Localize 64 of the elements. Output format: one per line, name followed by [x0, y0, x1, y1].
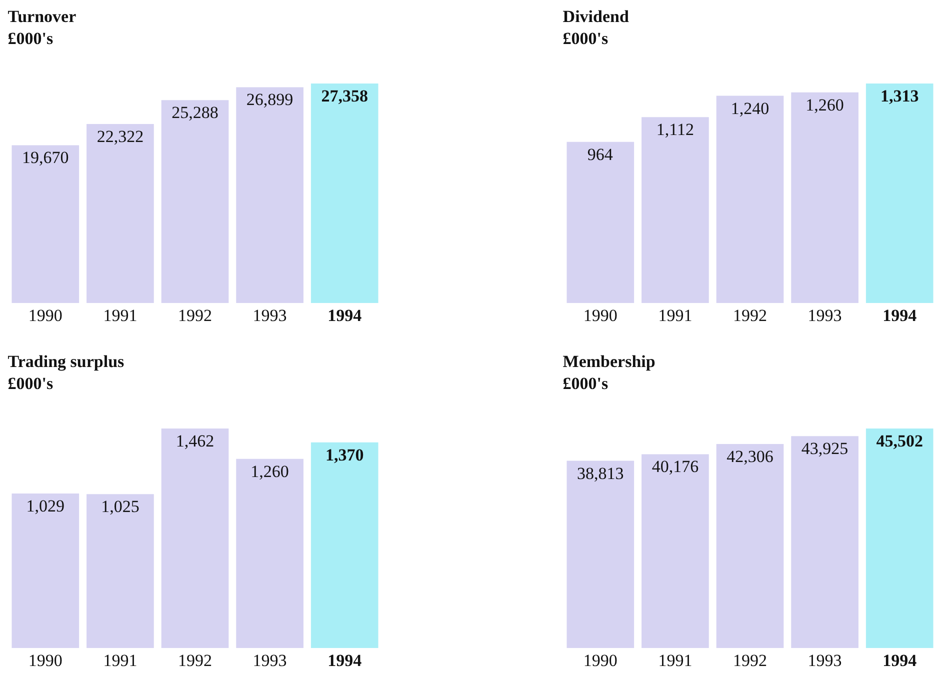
chart-title: Turnover £000's [8, 6, 77, 48]
x-tick-label: 1992 [733, 306, 767, 325]
bar [161, 428, 229, 648]
bar [236, 87, 304, 303]
data-label: 1,025 [101, 497, 140, 516]
chart-title: Dividend £000's [562, 6, 630, 48]
data-label: 1,370 [325, 445, 364, 464]
x-tick-label: 1990 [583, 651, 618, 670]
data-label: 1,260 [806, 95, 844, 114]
x-tick-label: 1992 [733, 651, 767, 670]
bar [716, 444, 784, 648]
data-label: 45,502 [876, 432, 923, 451]
data-label: 38,813 [577, 464, 624, 483]
data-label: 40,176 [652, 457, 699, 476]
data-label: 1,240 [730, 98, 770, 118]
x-tick-label: 1990 [583, 306, 618, 325]
x-tick-label: 1991 [103, 651, 138, 670]
data-label: 27,358 [321, 86, 368, 106]
x-tick-label: 1991 [658, 651, 692, 670]
x-tick-label: 1993 [252, 651, 287, 670]
x-tick-label: 1990 [28, 651, 62, 670]
bar [791, 92, 858, 303]
bar [161, 100, 229, 303]
bar [716, 96, 784, 303]
data-label: 1,029 [26, 496, 65, 516]
bar [866, 84, 934, 303]
bar [642, 454, 709, 648]
x-tick-label: 1992 [178, 651, 212, 670]
data-label: 19,670 [22, 148, 69, 168]
x-tick-label: 1994 [328, 651, 362, 670]
bar [12, 145, 80, 303]
bar [86, 124, 154, 303]
data-label: 42,306 [726, 446, 774, 466]
bar [642, 117, 709, 303]
data-label: 22,322 [96, 126, 144, 146]
bar [236, 458, 304, 648]
x-tick-label: 1992 [178, 306, 212, 325]
x-tick-label: 1990 [28, 306, 62, 325]
bar [86, 494, 154, 648]
bar [791, 436, 858, 648]
bar [310, 84, 378, 303]
x-tick-label: 1993 [808, 651, 842, 670]
x-tick-label: 1991 [103, 306, 138, 325]
data-label: 43,925 [801, 439, 848, 458]
data-label: 964 [587, 144, 614, 164]
x-tick-label: 1994 [882, 306, 918, 325]
bar [566, 142, 634, 303]
bar [866, 428, 934, 648]
data-label: 1,313 [880, 86, 919, 106]
data-label: 1,462 [176, 432, 214, 451]
bar [566, 460, 634, 648]
data-label: 26,899 [246, 90, 294, 110]
x-tick-label: 1994 [882, 651, 918, 670]
x-tick-label: 1991 [658, 306, 692, 325]
data-label: 25,288 [172, 103, 218, 122]
x-tick-label: 1993 [252, 306, 287, 325]
x-tick-label: 1993 [808, 306, 842, 325]
chart-title: Membership £000's [562, 352, 656, 393]
data-label: 1,112 [656, 120, 694, 140]
chart-title: Trading surplus £000's [8, 352, 125, 393]
bar [310, 442, 378, 648]
bar [12, 494, 80, 648]
x-tick-label: 1994 [328, 306, 362, 325]
data-label: 1,260 [250, 462, 289, 481]
